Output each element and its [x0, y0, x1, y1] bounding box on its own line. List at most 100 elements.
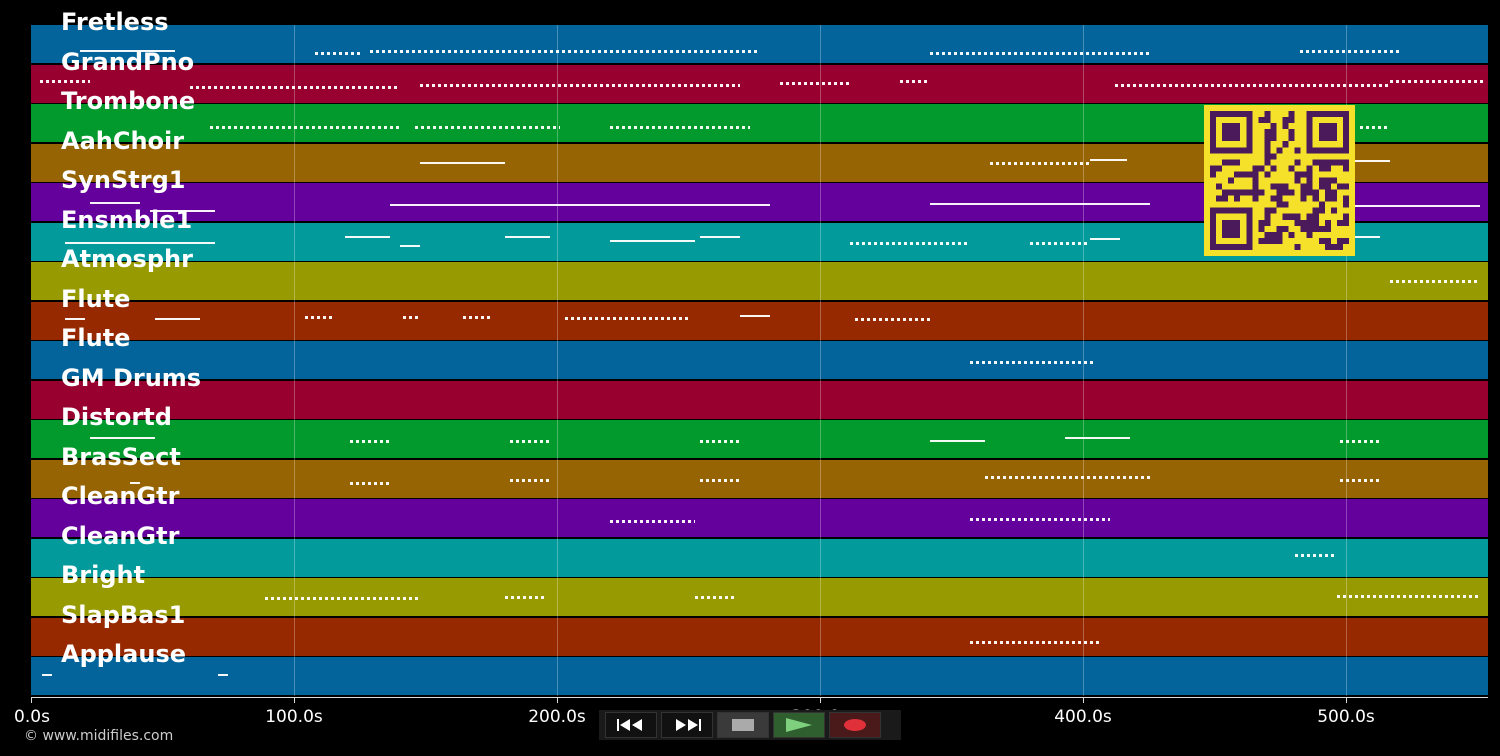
note-segment: [315, 52, 360, 55]
note-segment: [510, 440, 550, 443]
note-segment: [1065, 437, 1130, 439]
track-label: Distortd: [61, 403, 172, 431]
note-segment: [80, 50, 175, 52]
note-segment: [40, 80, 90, 83]
time-axis: [31, 697, 1488, 698]
time-tick-label: 0.0s: [14, 707, 50, 727]
grid-line: [820, 25, 821, 696]
time-tick: [1083, 697, 1084, 703]
time-tick-label: 100.0s: [265, 707, 323, 727]
track-lane[interactable]: [31, 578, 1488, 616]
note-segment: [415, 126, 560, 129]
track-lane[interactable]: [31, 657, 1488, 695]
note-segment: [985, 476, 1150, 479]
track-label: Trombone: [61, 87, 196, 115]
note-segment: [350, 482, 390, 485]
time-tick: [557, 697, 558, 703]
note-segment: [850, 242, 970, 245]
track-lane[interactable]: [31, 341, 1488, 379]
time-tick-label: 200.0s: [528, 707, 586, 727]
note-segment: [740, 315, 770, 317]
track-lane[interactable]: [31, 538, 1488, 577]
note-segment: [265, 597, 420, 600]
note-segment: [1340, 479, 1380, 482]
note-segment: [350, 440, 390, 443]
note-segment: [420, 162, 505, 164]
stop-icon: [732, 719, 754, 731]
note-segment: [65, 242, 215, 244]
note-segment: [190, 86, 400, 89]
note-segment: [150, 210, 215, 212]
track-lane[interactable]: [31, 420, 1488, 458]
track-label: Applause: [61, 640, 187, 668]
note-segment: [970, 518, 1110, 521]
copyright-text: © www.midifiles.com: [24, 728, 174, 744]
note-segment: [463, 316, 493, 319]
track-lane[interactable]: [31, 301, 1488, 340]
track-label: BrasSect: [61, 442, 181, 471]
track-lane[interactable]: [31, 499, 1488, 537]
grid-line: [1346, 25, 1347, 696]
note-segment: [930, 440, 985, 442]
note-segment: [90, 437, 155, 439]
grid-line: [294, 25, 295, 696]
track-lane[interactable]: [31, 459, 1488, 498]
note-segment: [855, 318, 930, 321]
rewind-icon: [617, 719, 642, 731]
rewind-button[interactable]: [605, 712, 657, 738]
note-segment: [1295, 554, 1335, 557]
track-label: Atmosphr: [61, 245, 193, 273]
note-segment: [1340, 236, 1380, 238]
note-segment: [505, 596, 545, 599]
track-label: CleanGtr: [61, 521, 180, 550]
note-segment: [420, 84, 740, 87]
note-segment: [565, 317, 690, 320]
note-segment: [155, 318, 200, 320]
track-label: GrandPno: [61, 47, 195, 76]
record-button[interactable]: [829, 712, 881, 738]
time-tick: [820, 697, 821, 703]
track-lane[interactable]: [31, 262, 1488, 300]
note-segment: [1390, 80, 1485, 83]
time-tick: [31, 697, 32, 703]
note-segment: [930, 52, 1150, 55]
fast-forward-button[interactable]: [661, 712, 713, 738]
track-label: CleanGtr: [61, 482, 180, 510]
note-segment: [1355, 160, 1390, 162]
play-button[interactable]: [773, 712, 825, 738]
qr-code[interactable]: [1204, 105, 1355, 256]
note-segment: [130, 482, 140, 484]
note-segment: [1355, 205, 1480, 207]
time-tick-label: 400.0s: [1054, 707, 1112, 727]
track-label: Flute: [61, 284, 131, 313]
note-segment: [700, 236, 740, 238]
note-segment: [90, 202, 140, 204]
note-segment: [1337, 595, 1480, 598]
note-segment: [510, 479, 550, 482]
transport-controls: [599, 710, 901, 740]
track-lane[interactable]: [31, 380, 1488, 419]
note-segment: [610, 520, 695, 523]
time-tick: [294, 697, 295, 703]
note-segment: [1115, 84, 1390, 87]
stop-button[interactable]: [717, 712, 769, 738]
note-segment: [218, 674, 228, 676]
note-segment: [700, 440, 740, 443]
note-segment: [1360, 126, 1390, 129]
track-lane[interactable]: [31, 25, 1488, 63]
record-icon: [844, 719, 866, 731]
track-lane[interactable]: [31, 617, 1488, 656]
track-label: Fretless: [61, 8, 169, 36]
note-segment: [400, 245, 420, 247]
note-segment: [42, 674, 52, 676]
play-icon: [786, 718, 812, 732]
track-label: SlapBas1: [61, 600, 186, 629]
track-label: GM Drums: [61, 363, 202, 392]
track-lane[interactable]: [31, 64, 1488, 103]
note-segment: [970, 361, 1095, 364]
grid-line: [1083, 25, 1084, 696]
note-segment: [305, 316, 335, 319]
note-segment: [390, 204, 770, 206]
note-segment: [1030, 242, 1090, 245]
note-segment: [1090, 159, 1127, 161]
